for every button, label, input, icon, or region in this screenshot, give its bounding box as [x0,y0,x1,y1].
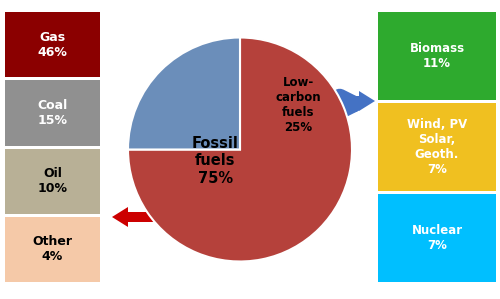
Text: Nuclear
7%: Nuclear 7% [412,224,463,252]
Text: Wind, PV
Solar,
Geoth.
7%: Wind, PV Solar, Geoth. 7% [407,118,467,176]
Polygon shape [112,207,210,227]
FancyBboxPatch shape [378,103,496,191]
Text: Biomass
11%: Biomass 11% [410,42,465,70]
Text: Coal
15%: Coal 15% [38,99,68,127]
Text: Low-
carbon
fuels
25%: Low- carbon fuels 25% [276,76,321,134]
Text: Fossil
fuels
75%: Fossil fuels 75% [192,136,239,186]
Wedge shape [128,37,352,262]
FancyBboxPatch shape [5,149,100,214]
FancyBboxPatch shape [378,194,496,282]
Polygon shape [318,91,375,111]
FancyBboxPatch shape [5,80,100,146]
FancyBboxPatch shape [5,12,100,77]
Text: Gas
46%: Gas 46% [38,30,68,59]
FancyBboxPatch shape [5,217,100,282]
Text: Oil
10%: Oil 10% [38,167,68,195]
Text: Other
4%: Other 4% [32,235,72,263]
Wedge shape [128,37,240,150]
FancyBboxPatch shape [378,12,496,100]
